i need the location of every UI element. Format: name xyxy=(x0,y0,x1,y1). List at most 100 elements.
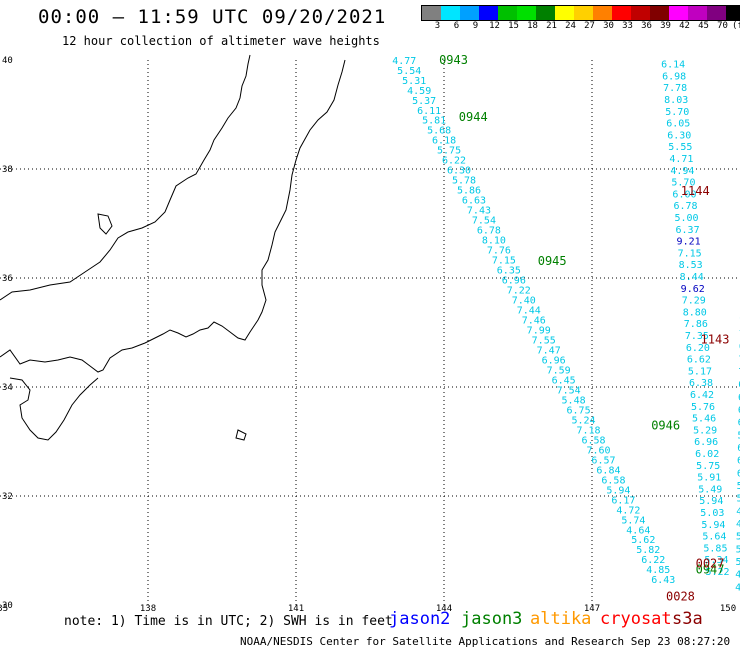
swh-value: 8.10 xyxy=(482,236,506,247)
swh-value: 5.54 xyxy=(397,66,421,77)
swh-value: 5.85 xyxy=(703,543,727,554)
swh-value: 5.75 xyxy=(696,461,720,472)
swh-value: 6.45 xyxy=(552,375,576,386)
swh-value: 8.03 xyxy=(664,95,688,106)
swh-value: 6.63 xyxy=(462,196,486,207)
swh-value: 7.86 xyxy=(684,319,708,330)
legend-swatch xyxy=(555,6,574,20)
swh-value: 6.37 xyxy=(676,225,700,236)
swh-value: 6.78 xyxy=(477,226,501,237)
swh-value: 5.70 xyxy=(671,178,695,189)
legend-swatch xyxy=(593,6,612,20)
legend-value: 42 xyxy=(679,21,690,31)
legend-value: 24 xyxy=(565,21,576,31)
swh-value: 5.34 xyxy=(704,555,728,566)
swh-value: 7.35 xyxy=(685,331,709,342)
swh-value: 6.42 xyxy=(690,390,714,401)
swh-value: 6.62 xyxy=(687,355,711,366)
swh-value: 7.43 xyxy=(467,206,491,217)
coastline-honshu xyxy=(0,59,346,373)
legend-swatch xyxy=(612,6,631,20)
legend-swatch xyxy=(498,6,517,20)
swh-value: 5.00 xyxy=(674,213,698,224)
swh-value: 6.17 xyxy=(737,456,740,467)
swh-value: 6.22 xyxy=(641,555,665,566)
swh-value: 4.64 xyxy=(626,525,650,536)
swh-value: 6.00 xyxy=(672,189,696,200)
legend-swatch xyxy=(422,6,441,20)
swh-value: 7.47 xyxy=(537,345,561,356)
legend-value: 36 xyxy=(641,21,652,31)
swh-value: 5.74 xyxy=(621,515,645,526)
pass-time-label: 0943 xyxy=(439,53,468,67)
swh-value: 6.30 xyxy=(667,130,691,141)
swh-value: 7.99 xyxy=(527,325,551,336)
swh-value: 5.94 xyxy=(606,485,630,496)
swh-value: 5.03 xyxy=(700,508,724,519)
swh-value: 5.91 xyxy=(697,473,721,484)
swh-value: 5.00 xyxy=(736,532,740,543)
lon-tick-label: 141 xyxy=(288,604,304,614)
swh-value: 6.99 xyxy=(739,342,740,353)
axis-tick-labels: 135 138 141 144 147 150 40 38 36 34 32 30 xyxy=(0,56,736,614)
swh-value: 5.62 xyxy=(631,535,655,546)
legend-value: 39 xyxy=(660,21,671,31)
legend-swatch xyxy=(726,6,740,20)
legend-value: 6 xyxy=(453,21,460,31)
legend-swatch xyxy=(517,6,536,20)
swh-value: 7.22 xyxy=(507,286,531,297)
swh-value: 5.55 xyxy=(668,142,692,153)
swh-value: 6.08 xyxy=(738,392,740,403)
legend-value: 70 xyxy=(717,21,728,31)
page-subtitle: 12 hour collection of altimeter wave hei… xyxy=(62,34,380,48)
swh-value: 6.96 xyxy=(502,276,526,287)
swh-value: 5.70 xyxy=(665,107,689,118)
legend-swatch xyxy=(631,6,650,20)
swh-value: 5.82 xyxy=(636,545,660,556)
legend-swatch xyxy=(574,6,593,20)
swh-value: 5.94 xyxy=(701,520,725,531)
swh-observations: 4.775.545.314.595.376.115.815.686.185.75… xyxy=(392,56,740,593)
swh-value: 5.37 xyxy=(412,96,436,107)
swh-value: 6.02 xyxy=(695,449,719,460)
swh-value: 4.71 xyxy=(669,154,693,165)
swh-value: 7.15 xyxy=(492,256,516,267)
legend-jason2: jason2 xyxy=(389,609,451,629)
lon-tick-label: 147 xyxy=(584,604,600,614)
legend-value: 45 xyxy=(698,21,709,31)
lat-tick-label: 40 xyxy=(2,56,13,66)
swh-value: 6.44 xyxy=(738,405,740,416)
pass-time-label: 0027 xyxy=(696,556,725,570)
swh-value: 5.81 xyxy=(422,116,446,127)
legend-value: 3 xyxy=(434,21,441,31)
swh-value: 6.05 xyxy=(666,119,690,130)
legend-swatch xyxy=(650,6,669,20)
swh-value: 6.43 xyxy=(651,575,675,586)
swh-value: 6.78 xyxy=(673,201,697,212)
lon-tick-label: 135 xyxy=(0,604,8,614)
swh-value: 5.05 xyxy=(735,557,740,568)
swh-value: 5.22 xyxy=(705,567,729,578)
swh-value: 6.34 xyxy=(738,380,740,391)
lat-tick-label: 32 xyxy=(2,492,13,502)
swh-value: 5.28 xyxy=(736,544,740,555)
swh-value: 5.17 xyxy=(688,366,712,377)
lon-tick-label: 150 xyxy=(720,604,736,614)
lat-tick-label: 34 xyxy=(2,383,13,393)
coastline-peninsula xyxy=(9,377,99,441)
page-title: 00:00 – 11:59 UTC 09/20/2021 xyxy=(38,6,387,28)
swh-value: 6.30 xyxy=(737,443,740,454)
swh-value: 6.96 xyxy=(694,437,718,448)
swh-value: 5.64 xyxy=(702,532,726,543)
swh-value: 5.86 xyxy=(457,186,481,197)
swh-value: 5.76 xyxy=(691,402,715,413)
legend-value: 15 xyxy=(508,21,519,31)
pass-time-label: 0944 xyxy=(459,110,488,124)
coastline xyxy=(0,54,346,441)
legend-s3a: s3a xyxy=(672,609,703,629)
swh-value: 7.55 xyxy=(532,335,556,346)
swh-value: 6.38 xyxy=(689,378,713,389)
legend-value: 30 xyxy=(603,21,614,31)
color-legend xyxy=(421,5,740,21)
